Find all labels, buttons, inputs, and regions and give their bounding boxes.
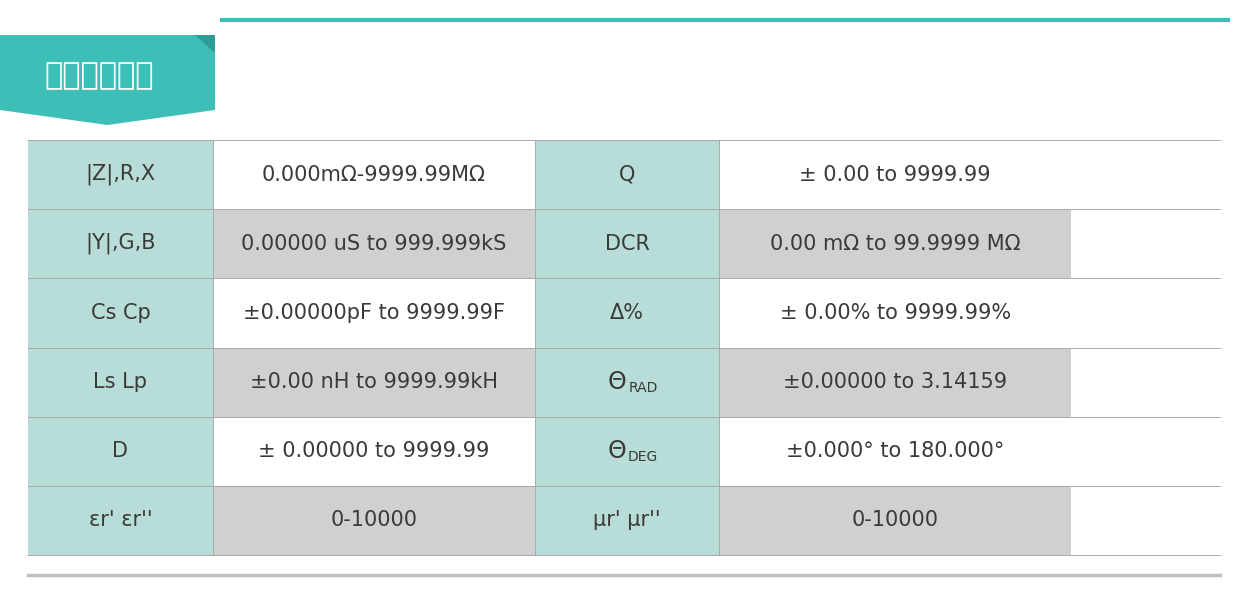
Text: 0.000mΩ-9999.99MΩ: 0.000mΩ-9999.99MΩ — [262, 165, 486, 185]
Bar — [535, 140, 719, 209]
Text: Ls Lp: Ls Lp — [93, 372, 147, 392]
Bar — [535, 209, 719, 278]
Polygon shape — [196, 35, 216, 53]
Text: DCR: DCR — [604, 234, 649, 254]
Text: Θ: Θ — [608, 370, 627, 394]
Text: D: D — [112, 441, 128, 461]
Bar — [535, 278, 719, 347]
Bar — [535, 347, 719, 417]
Bar — [27, 140, 213, 209]
Text: Cs Cp: Cs Cp — [91, 303, 151, 323]
Bar — [719, 278, 1072, 347]
Text: ± 0.00000 to 9999.99: ± 0.00000 to 9999.99 — [258, 441, 490, 461]
Text: Δ%: Δ% — [611, 303, 644, 323]
Text: 0-10000: 0-10000 — [330, 510, 417, 530]
Text: 0.00 mΩ to 99.9999 MΩ: 0.00 mΩ to 99.9999 MΩ — [770, 234, 1020, 254]
Text: μr' μr'': μr' μr'' — [593, 510, 660, 530]
Text: |Z|,R,X: |Z|,R,X — [85, 164, 156, 185]
Text: ± 0.00% to 9999.99%: ± 0.00% to 9999.99% — [780, 303, 1011, 323]
Bar — [27, 486, 213, 555]
Polygon shape — [0, 35, 216, 125]
Bar — [27, 347, 213, 417]
Bar — [535, 486, 719, 555]
Text: Θ: Θ — [608, 439, 627, 463]
Text: 0.00000 uS to 999.999kS: 0.00000 uS to 999.999kS — [240, 234, 506, 254]
Bar — [213, 209, 535, 278]
Bar — [719, 417, 1072, 486]
Text: ±0.00 nH to 9999.99kH: ±0.00 nH to 9999.99kH — [249, 372, 497, 392]
Text: ±0.00000pF to 9999.99F: ±0.00000pF to 9999.99F — [243, 303, 505, 323]
Bar — [27, 209, 213, 278]
Bar — [27, 278, 213, 347]
Bar — [535, 417, 719, 486]
Bar — [719, 140, 1072, 209]
Text: DEG: DEG — [628, 450, 658, 464]
Text: ±0.00000 to 3.14159: ±0.00000 to 3.14159 — [784, 372, 1007, 392]
Text: 0-10000: 0-10000 — [852, 510, 938, 530]
Text: 参数量测范围: 参数量测范围 — [44, 61, 153, 90]
Text: RAD: RAD — [628, 381, 658, 395]
Bar — [213, 417, 535, 486]
Bar — [719, 209, 1072, 278]
Bar — [719, 347, 1072, 417]
Text: ± 0.00 to 9999.99: ± 0.00 to 9999.99 — [800, 165, 991, 185]
Text: |Y|,G,B: |Y|,G,B — [85, 233, 156, 255]
Bar — [213, 278, 535, 347]
Text: ±0.000° to 180.000°: ±0.000° to 180.000° — [786, 441, 1004, 461]
Text: εr' εr'': εr' εr'' — [88, 510, 152, 530]
Bar — [27, 417, 213, 486]
Bar — [213, 140, 535, 209]
Bar — [213, 347, 535, 417]
Bar — [213, 486, 535, 555]
Text: Q: Q — [619, 165, 635, 185]
Bar — [719, 486, 1072, 555]
